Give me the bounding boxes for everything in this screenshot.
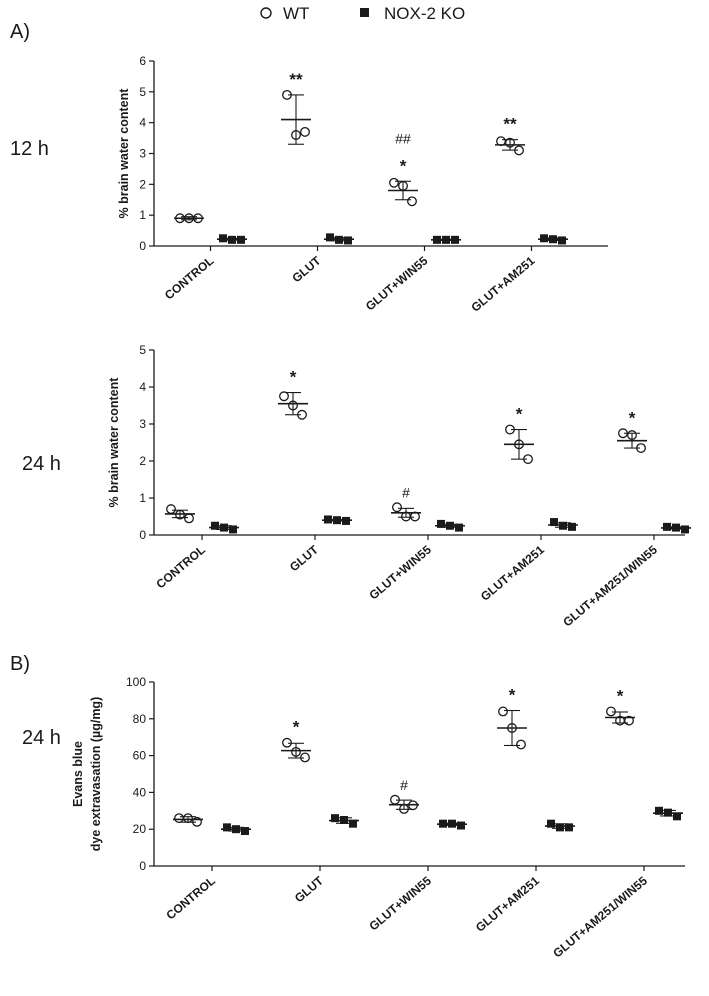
y-tick-label: 20	[133, 822, 147, 836]
ko-data-point	[673, 812, 681, 821]
significance-marker: *	[509, 686, 516, 705]
ko-data-point	[681, 525, 689, 534]
significance-marker: *	[293, 718, 300, 737]
wt-data-point	[407, 196, 417, 207]
ko-data-point	[550, 518, 558, 527]
panel-b-label: B)	[10, 653, 30, 675]
y-tick-label: 4	[139, 380, 146, 394]
x-category-label: GLUT	[289, 253, 324, 285]
legend-wt-label: WT	[283, 4, 309, 23]
y-tick-label: 100	[126, 675, 146, 689]
y-tick-label: 40	[133, 785, 147, 799]
ko-data-point	[655, 806, 663, 815]
ko-data-point	[326, 233, 334, 242]
x-category-label: GLUT	[287, 542, 322, 574]
ko-data-point	[219, 234, 227, 243]
wt-data-point	[279, 391, 289, 402]
x-category-label: GLUT+WIN55	[366, 542, 434, 602]
y-axis-title: % brain water content	[117, 88, 131, 219]
y-tick-label: 60	[133, 749, 147, 763]
wt-data-point	[282, 737, 292, 748]
significance-marker-hash: ##	[395, 130, 411, 146]
row-label-12h: 12 h	[10, 138, 49, 160]
ko-data-point	[241, 827, 249, 836]
wt-data-point	[606, 706, 616, 717]
ko-data-point	[437, 519, 445, 528]
x-category-label: CONTROL	[153, 543, 207, 592]
wt-data-point	[174, 813, 184, 824]
significance-marker: *	[617, 686, 624, 705]
y-axis-title: % brain water content	[107, 377, 121, 508]
x-category-label: GLUT	[292, 873, 327, 905]
row-label-24h-a: 24 h	[22, 453, 61, 475]
significance-marker: **	[289, 70, 303, 89]
ko-data-point	[211, 521, 219, 530]
y-tick-label: 3	[139, 417, 146, 431]
wt-data-point	[184, 513, 194, 524]
x-category-label: GLUT+WIN55	[366, 873, 434, 933]
ko-data-point	[455, 523, 463, 532]
x-category-label: CONTROL	[162, 254, 216, 303]
ko-data-point	[331, 814, 339, 823]
panel-a-label: A)	[10, 21, 30, 43]
ko-data-point	[565, 823, 573, 832]
x-category-label: CONTROL	[163, 874, 217, 923]
y-tick-label: 2	[139, 177, 146, 191]
legend-wt-marker-icon	[260, 7, 272, 19]
ko-data-point	[568, 522, 576, 531]
wt-data-point	[516, 739, 526, 750]
wt-data-point	[389, 177, 399, 188]
significance-marker-hash: #	[400, 777, 408, 793]
chart-24h-evans-blue: 0 20 40 60 80 100 Evans blue dye extravasation …	[71, 675, 685, 960]
significance-marker-hash: #	[402, 484, 410, 500]
y-tick-label: 6	[139, 54, 146, 68]
wt-data-point	[392, 502, 402, 513]
y-tick-label: 4	[139, 116, 146, 130]
significance-marker: *	[290, 368, 297, 387]
legend-ko-label: NOX-2 KO	[384, 4, 465, 23]
ko-data-point	[558, 236, 566, 245]
y-tick-label: 5	[139, 343, 146, 357]
ko-data-point	[547, 819, 555, 828]
chart-24h-brain-water: 0 1 2 3 4 5 % brain water content CONTROL GLUT GL…	[107, 343, 691, 629]
row-label-24h-b: 24 h	[22, 727, 61, 749]
wt-data-point	[300, 752, 310, 763]
y-tick-label: 1	[139, 491, 146, 505]
ko-data-point	[663, 522, 671, 531]
ko-data-point	[223, 823, 231, 832]
ko-data-point	[540, 234, 548, 243]
ko-data-point	[457, 821, 465, 830]
ko-data-point	[349, 819, 357, 828]
ko-data-point	[344, 236, 352, 245]
y-tick-label: 3	[139, 147, 146, 161]
significance-marker: **	[503, 115, 517, 134]
y-tick-label: 0	[139, 859, 146, 873]
ko-data-point	[229, 525, 237, 534]
significance-marker: *	[400, 156, 407, 175]
chart-12h-brain-water: 0 1 2 3 4 5 6 % brain water content CONTROL GLUT G…	[117, 54, 608, 315]
wt-data-point	[166, 504, 176, 515]
x-category-label: GLUT+AM251	[478, 542, 547, 603]
y-tick-label: 2	[139, 454, 146, 468]
y-axis-title-line: dye extravasation (µg/mg)	[89, 697, 103, 851]
legend-ko-marker-icon	[360, 8, 369, 17]
y-axis-title-line: Evans blue	[71, 741, 85, 807]
y-tick-label: 0	[139, 239, 146, 253]
x-category-label: GLUT+AM251	[468, 253, 537, 314]
significance-marker: *	[629, 408, 636, 427]
y-tick-label: 0	[139, 528, 146, 542]
x-category-label: GLUT+AM251	[473, 873, 542, 934]
y-tick-label: 1	[139, 208, 146, 222]
wt-data-point	[498, 706, 508, 717]
legend: WT NOX-2 KO	[260, 4, 465, 23]
x-category-label: GLUT+WIN55	[363, 253, 431, 313]
wt-data-point	[300, 126, 310, 137]
x-category-label: GLUT+AM251/WIN55	[560, 542, 660, 629]
y-tick-label: 80	[133, 712, 147, 726]
y-tick-label: 5	[139, 85, 146, 99]
significance-marker: *	[516, 405, 523, 424]
x-category-label: GLUT+AM251/WIN55	[550, 873, 650, 960]
